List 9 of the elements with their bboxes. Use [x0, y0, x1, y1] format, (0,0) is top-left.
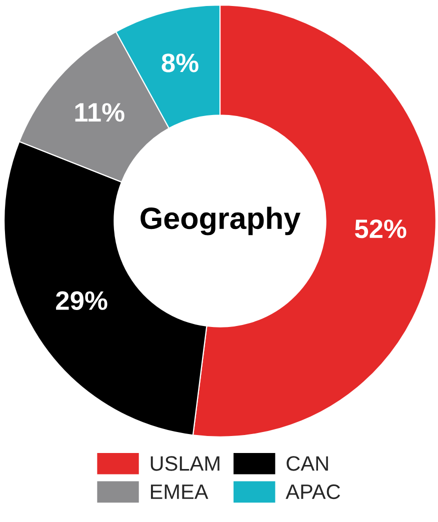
legend-label: APAC — [286, 484, 340, 500]
data-label: 11% — [75, 103, 124, 122]
legend-label: USLAM — [150, 456, 220, 471]
legend-label: CAN — [286, 456, 328, 471]
legend-label: EMEA — [150, 484, 208, 499]
data-label: 52% — [354, 220, 406, 238]
data-label: 29% — [56, 291, 108, 310]
text: Geography — [140, 206, 300, 236]
data-label: 8% — [162, 54, 198, 72]
